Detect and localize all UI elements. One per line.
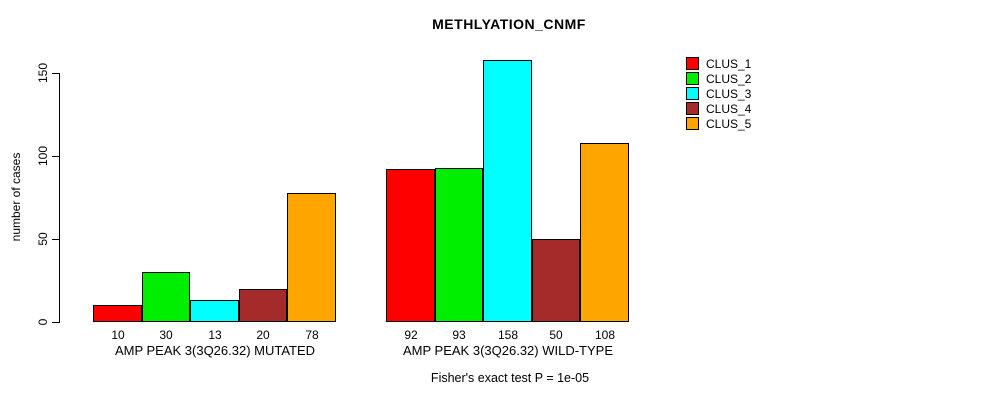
y-tick-mark [52, 239, 59, 240]
chart-title: METHLYATION_CNMF [432, 16, 586, 32]
x-group-label: AMP PEAK 3(3Q26.32) WILD-TYPE [403, 343, 613, 358]
x-group-label: AMP PEAK 3(3Q26.32) MUTATED [114, 343, 316, 358]
bar-value-label: 158 [497, 328, 519, 342]
legend-item-clus_2: CLUS_2 [686, 71, 752, 86]
legend-swatch-clus_2 [686, 72, 699, 85]
bar-value-label: 108 [594, 328, 616, 342]
bar-value-label: 10 [111, 328, 125, 342]
legend-label: CLUS_1 [706, 56, 752, 71]
bar-clus_1-group1 [93, 305, 142, 322]
legend-label: CLUS_2 [706, 71, 752, 86]
legend-label: CLUS_4 [706, 101, 752, 116]
legend-swatch-clus_3 [686, 87, 699, 100]
legend-item-clus_1: CLUS_1 [686, 56, 752, 71]
y-tick-mark [52, 322, 59, 323]
legend-item-clus_3: CLUS_3 [686, 86, 752, 101]
y-axis-line [59, 73, 60, 323]
bar-clus_4-group2 [532, 239, 580, 322]
legend: CLUS_1 CLUS_2 CLUS_3 CLUS_4 CLUS_5 [686, 56, 752, 131]
legend-item-clus_5: CLUS_5 [686, 116, 752, 131]
bar-value-label: 93 [452, 328, 466, 342]
y-tick-mark [52, 156, 59, 157]
bar-clus_5-group1 [287, 193, 336, 322]
bar-value-label: 13 [208, 328, 222, 342]
bar-value-label: 50 [549, 328, 563, 342]
legend-label: CLUS_5 [706, 116, 752, 131]
bar-value-label: 20 [256, 328, 270, 342]
bar-clus_4-group1 [239, 289, 287, 322]
legend-swatch-clus_5 [686, 117, 699, 130]
bar-clus_1-group2 [386, 169, 435, 322]
legend-item-clus_4: CLUS_4 [686, 101, 752, 116]
bar-clus_5-group2 [580, 143, 629, 322]
footer-annotation: Fisher's exact test P = 1e-05 [430, 371, 590, 385]
bar-clus_3-group1 [190, 300, 239, 322]
legend-swatch-clus_4 [686, 102, 699, 115]
bar-value-label: 92 [404, 328, 418, 342]
y-tick-mark [52, 73, 59, 74]
legend-swatch-clus_1 [686, 57, 699, 70]
bar-value-label: 78 [305, 328, 319, 342]
bar-clus_2-group2 [435, 168, 483, 322]
legend-label: CLUS_3 [706, 86, 752, 101]
bar-clus_3-group2 [483, 60, 532, 322]
bar-clus_2-group1 [142, 272, 190, 322]
bar-value-label: 30 [159, 328, 173, 342]
